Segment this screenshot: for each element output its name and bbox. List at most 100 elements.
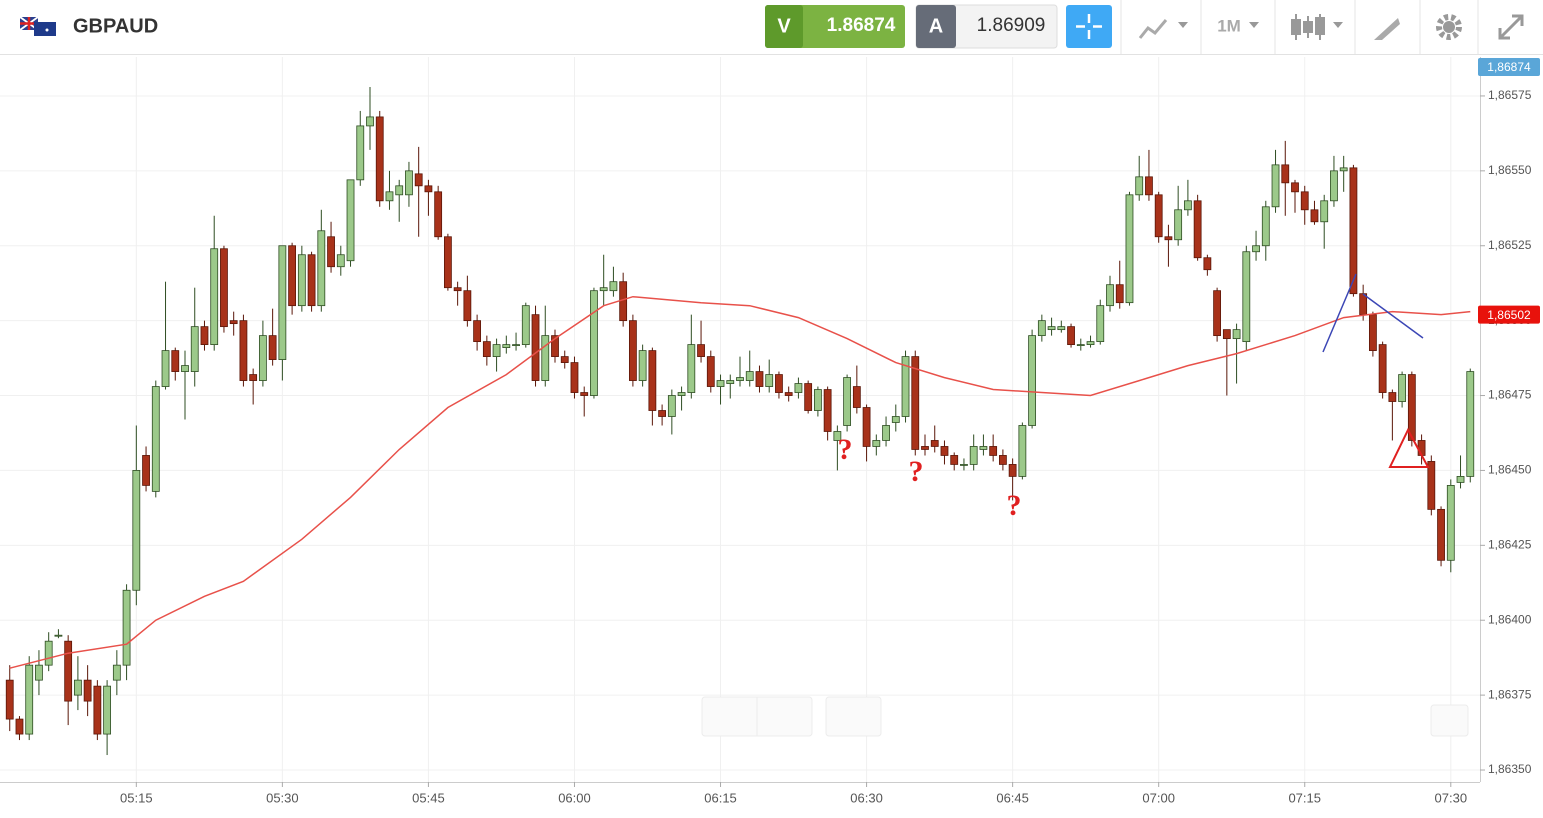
zoom-buttons — [701, 696, 1469, 737]
candle-body — [327, 236, 335, 268]
candle-body — [1407, 374, 1416, 441]
candle-body — [1222, 329, 1231, 340]
fullscreen-icon[interactable] — [1498, 14, 1524, 40]
x-tick-label: 07:30 — [1435, 790, 1468, 805]
price-tag — [1478, 58, 1540, 76]
flag-star — [45, 28, 49, 32]
candle-body — [229, 320, 238, 325]
moving-average — [9, 295, 1471, 669]
candle-body — [1271, 164, 1280, 208]
plot: 1,86350 1,86375 1,86400 1,86425 1,86450 1,864… — [0, 57, 1540, 805]
candle-body — [1203, 257, 1212, 271]
candle-body — [443, 236, 452, 289]
candle-body — [395, 185, 404, 196]
candle-body — [1466, 371, 1475, 477]
chart-type-icon[interactable] — [1138, 19, 1168, 39]
candle-body — [25, 664, 34, 735]
candle-body — [414, 173, 423, 187]
candle-body — [813, 389, 822, 411]
candle-body — [258, 335, 267, 381]
candle-body — [44, 640, 53, 666]
candle-body — [998, 455, 1007, 465]
candle-body — [1193, 200, 1202, 259]
candle-body — [852, 386, 861, 408]
candle-body — [1456, 476, 1465, 483]
candle-body — [64, 640, 73, 702]
crosshair-button[interactable] — [1066, 5, 1112, 48]
candle-body — [1106, 284, 1114, 307]
candle-body — [1446, 485, 1455, 561]
buy-letter: A — [929, 15, 943, 37]
candle-body — [161, 350, 170, 387]
candle-body — [1096, 305, 1105, 343]
candle-body — [667, 395, 676, 417]
scroll-button[interactable] — [1430, 704, 1469, 737]
candle-body — [1037, 320, 1046, 337]
candle-body — [1368, 314, 1377, 351]
candle-body — [794, 383, 803, 393]
y-tick-label: 1,86400 — [1488, 612, 1532, 626]
y-tick-label: 1,86450 — [1488, 463, 1532, 477]
candle-body — [736, 377, 744, 381]
crosshair-icon — [1076, 14, 1102, 39]
candle-body — [375, 116, 384, 202]
reset-button[interactable] — [825, 696, 882, 737]
candle-body — [317, 230, 326, 307]
x-tick-label: 07:15 — [1288, 790, 1321, 805]
candle-body — [278, 245, 287, 360]
candle-body — [638, 350, 647, 381]
candle-body — [1115, 284, 1124, 304]
y-tick-label: 1,86350 — [1488, 762, 1532, 776]
candle-body — [775, 374, 783, 393]
candle-body — [181, 365, 189, 372]
icon-part — [1291, 19, 1301, 35]
settings-core — [1443, 21, 1455, 33]
candle-body — [93, 685, 102, 735]
x-tick-label: 05:45 — [412, 790, 445, 805]
candle-body — [930, 440, 939, 447]
candle-body — [658, 410, 667, 417]
candle-body — [15, 718, 24, 735]
timeframe[interactable]: 1M — [1217, 16, 1241, 35]
candle-body — [1437, 508, 1445, 561]
candle-body — [590, 290, 598, 396]
settings-icon[interactable] — [1436, 14, 1462, 40]
candle-body — [677, 392, 686, 396]
candles-icon[interactable] — [1291, 14, 1325, 40]
candle-body — [950, 455, 959, 465]
x-tick-label: 06:30 — [850, 790, 883, 805]
y-tick-label: 1,86425 — [1488, 537, 1532, 551]
candle-body — [823, 389, 832, 432]
candle-body — [1310, 209, 1319, 223]
candle-body — [580, 392, 589, 396]
buy-letter-bg — [916, 5, 956, 48]
draw-icon[interactable] — [1374, 18, 1400, 40]
x-tick-label: 06:00 — [558, 790, 591, 805]
candle-body — [804, 383, 813, 411]
candle-body — [1154, 194, 1163, 238]
candle-body — [882, 425, 890, 441]
candle-body — [512, 344, 520, 347]
candle-body — [784, 392, 793, 396]
y-tick-label: 1,86550 — [1488, 163, 1532, 177]
candle-body — [833, 431, 842, 441]
candle-body — [190, 326, 199, 372]
drawn-line — [1362, 293, 1424, 339]
candle-body — [862, 407, 871, 447]
candle-body — [989, 446, 998, 456]
candle-body — [434, 191, 443, 238]
x-tick-label: 05:30 — [266, 790, 299, 805]
candle-body — [843, 377, 852, 426]
candle-body — [1174, 209, 1183, 241]
sell-letter-bg — [765, 5, 803, 48]
candle-body — [1281, 164, 1290, 184]
sell-letter: V — [777, 15, 791, 37]
y-tick-label: 1,86475 — [1488, 388, 1532, 402]
buy-price: 1.86909 — [977, 15, 1046, 36]
icon-part — [1303, 21, 1313, 33]
flag-au — [34, 22, 56, 36]
candle-body — [268, 335, 277, 360]
candle-body — [765, 374, 774, 387]
candle-body — [220, 248, 228, 328]
candle-body — [1183, 200, 1192, 211]
